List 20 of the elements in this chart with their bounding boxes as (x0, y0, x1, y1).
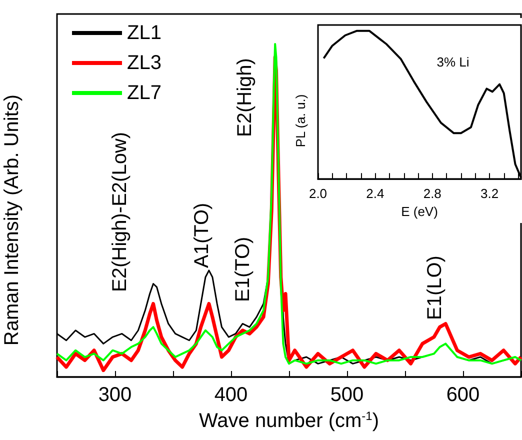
legend-label: ZL3 (127, 52, 162, 74)
x-tick-label: 3.2 (480, 186, 499, 202)
x-tick-label: 2.4 (366, 186, 384, 202)
legend-label: ZL7 (127, 82, 162, 104)
annotation: E2(High) (234, 58, 256, 137)
y-axis-title: PL (a. u.) (293, 94, 308, 148)
x-tick-label: 500 (330, 384, 364, 406)
annotation: E1(TO) (232, 236, 254, 302)
x-tick-label: 600 (446, 384, 480, 406)
x-tick-label: 2.0 (308, 186, 328, 202)
x-axis-title: E (eV) (401, 204, 438, 219)
y-axis-title: Raman Intensity (Arb. Units) (1, 94, 23, 346)
annotation: E1(LO) (424, 256, 446, 320)
annotation: 3% Li (436, 54, 470, 70)
x-tick-label: 2.8 (423, 186, 442, 202)
x-tick-label: 400 (214, 384, 248, 406)
x-tick-label: 300 (98, 384, 132, 406)
annotation: A1(TO) (191, 202, 213, 268)
annotation: E2(High)-E2(Low) (109, 132, 131, 292)
legend-label: ZL1 (127, 22, 162, 44)
